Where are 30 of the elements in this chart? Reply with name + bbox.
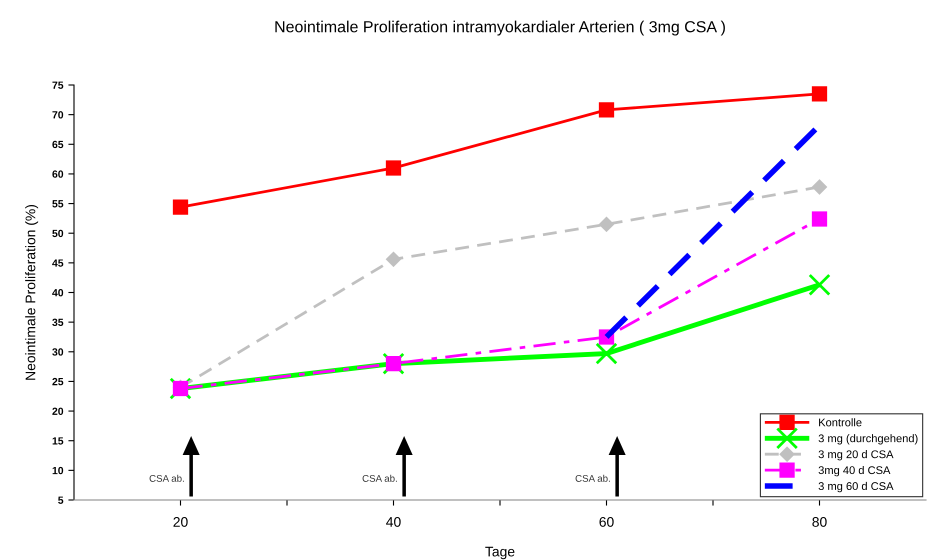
- y-tick-label: 25: [52, 378, 64, 386]
- y-tick-label: 45: [52, 259, 64, 267]
- y-tick-label: 15: [52, 437, 64, 445]
- legend-label: 3 mg 20 d CSA: [818, 450, 894, 460]
- y-tick-label: 65: [52, 140, 64, 148]
- y-tick-label: 35: [52, 318, 64, 326]
- y-tick-label: 75: [52, 82, 64, 89]
- y-tick-label: 30: [52, 348, 64, 356]
- legend-label: 3mg 40 d CSA: [818, 466, 890, 476]
- y-tick-label: 55: [52, 200, 64, 208]
- annotation: CSA ab.: [362, 474, 397, 482]
- y-tick-label: 50: [52, 230, 64, 238]
- y-tick-label: 10: [52, 466, 64, 474]
- legend-label: 3 mg (durchgehend): [818, 434, 918, 444]
- y-tick-label: 60: [52, 170, 64, 178]
- y-tick-label: 5: [58, 496, 64, 504]
- x-tick-label: 80: [812, 517, 827, 527]
- y-axis-title: Neointimale Proliferation (%): [25, 204, 38, 380]
- x-tick-label: 20: [173, 517, 188, 527]
- x-tick-label: 40: [386, 517, 401, 527]
- y-tick-label: 70: [52, 111, 64, 119]
- y-tick-label: 20: [52, 408, 64, 415]
- annotation: CSA ab.: [576, 474, 610, 482]
- x-tick-label: 60: [599, 517, 614, 527]
- chart-title: Neointimale Proliferation intramyokardialer Arterien ( 3mg CSA ): [275, 20, 725, 36]
- y-tick-label: 40: [52, 289, 64, 296]
- x-axis-title: Tage: [485, 546, 514, 560]
- legend-label: 3 mg 60 d CSA: [818, 482, 894, 492]
- legend-label: Kontrolle: [819, 418, 862, 426]
- annotation: CSA ab.: [150, 474, 184, 482]
